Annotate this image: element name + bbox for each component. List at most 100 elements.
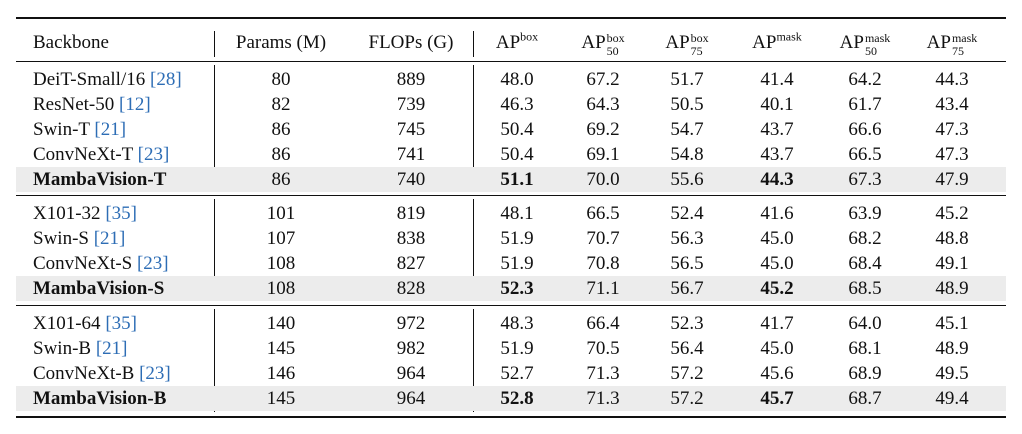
- params-cell: 145: [266, 388, 296, 409]
- ap-box-75-cell: 55.6: [670, 169, 704, 190]
- header-ap-box-75: AP box 75: [665, 30, 709, 58]
- flops-cell: 964: [396, 363, 426, 384]
- table-row: Swin-S [21] 107 838 51.9 70.7 56.3 45.0 68.2 48.…: [16, 226, 1006, 251]
- ap-box-50-cell: 69.1: [586, 144, 620, 165]
- citation-link[interactable]: [28]: [150, 69, 182, 90]
- params-cell: 86: [271, 119, 291, 140]
- citation-link[interactable]: [12]: [119, 94, 151, 115]
- flops-cell: 740: [396, 169, 426, 190]
- table-row: Swin-T [21] 86 745 50.4 69.2 54.7 43.7 66.6 47.3: [16, 117, 1006, 142]
- header-ap-box: APbox: [495, 29, 539, 53]
- citation-link[interactable]: [23]: [139, 363, 171, 384]
- ap-box-cell: 48.0: [500, 69, 534, 90]
- ap-mask-75-cell: 48.9: [935, 338, 969, 359]
- separator-after-backbone: [214, 65, 215, 192]
- ap-mask-cell: 45.6: [760, 363, 794, 384]
- ap-mask-75-cell: 47.3: [935, 119, 969, 140]
- citation-link[interactable]: [23]: [137, 144, 170, 165]
- ap-mask-cell: 45.0: [760, 228, 794, 249]
- backbone-cell: MambaVision-T: [33, 167, 166, 192]
- flops-cell: 982: [396, 338, 426, 359]
- table-row: MambaVision-S 108 828 52.3 71.1 56.7 45.2 68.5 4…: [16, 276, 1006, 301]
- table-row: DeiT-Small/16 [28] 80 889 48.0 67.2 51.7 41.4 6…: [16, 67, 1006, 92]
- ap-box-50-cell: 70.5: [586, 338, 620, 359]
- ap-box-75-cell: 54.7: [670, 119, 704, 140]
- citation-link[interactable]: [21]: [95, 338, 128, 359]
- flops-cell: 745: [396, 119, 426, 140]
- ap-box-cell: 51.9: [500, 338, 534, 359]
- ap-mask-75-cell: 45.1: [935, 313, 969, 334]
- ap-box-cell: 48.1: [500, 203, 534, 224]
- ap-mask-50-cell: 68.1: [848, 338, 882, 359]
- flops-cell: 972: [396, 313, 426, 334]
- backbone-cell: ConvNeXt-B [23]: [33, 361, 171, 386]
- ap-mask-50-cell: 68.2: [848, 228, 882, 249]
- ap-box-75-cell: 50.5: [670, 94, 704, 115]
- ap-mask-50-cell: 68.7: [848, 388, 882, 409]
- params-cell: 108: [266, 253, 296, 274]
- ap-box-75-cell: 54.8: [670, 144, 704, 165]
- ap-box-50-cell: 71.3: [586, 388, 620, 409]
- backbone-cell: DeiT-Small/16 [28]: [33, 67, 182, 92]
- ap-box-75-cell: 56.7: [670, 278, 704, 299]
- backbone-name: ConvNeXt-S: [33, 253, 137, 274]
- ap-mask-75-cell: 43.4: [935, 94, 969, 115]
- table-row: ConvNeXt-S [23] 108 827 51.9 70.8 56.5 45.0 68.…: [16, 251, 1006, 276]
- ap-mask-75-cell: 45.2: [935, 203, 969, 224]
- separator-after-flops: [473, 199, 474, 301]
- ap-mask-50-cell: 64.0: [848, 313, 882, 334]
- ap-mask-cell: 40.1: [760, 94, 794, 115]
- ap-mask-50-cell: 68.4: [848, 253, 882, 274]
- backbone-name: MambaVision-T: [33, 169, 167, 190]
- params-cell: 107: [266, 228, 296, 249]
- header-ap-mask-50: AP mask 50: [839, 30, 891, 58]
- backbone-cell: X101-32 [35]: [33, 201, 137, 226]
- backbone-cell: ResNet-50 [12]: [33, 92, 151, 117]
- ap-box-50-cell: 64.3: [586, 94, 620, 115]
- flops-cell: 838: [396, 228, 426, 249]
- citation-link[interactable]: [35]: [105, 313, 137, 334]
- group-rule-2: [16, 305, 1006, 306]
- backbone-name: X101-64: [33, 313, 106, 334]
- backbone-name: MambaVision-B: [33, 388, 167, 409]
- backbone-cell: Swin-B [21]: [33, 336, 127, 361]
- ap-mask-cell: 45.2: [760, 278, 794, 299]
- citation-link[interactable]: [21]: [94, 119, 127, 140]
- backbone-name: ConvNeXt-T: [33, 144, 138, 165]
- params-cell: 86: [271, 169, 291, 190]
- params-cell: 140: [266, 313, 296, 334]
- ap-mask-75-cell: 47.3: [935, 144, 969, 165]
- table-row: X101-32 [35] 101 819 48.1 66.5 52.4 41.6 63.9 45…: [16, 201, 1006, 226]
- backbone-cell: ConvNeXt-S [23]: [33, 251, 169, 276]
- params-cell: 108: [266, 278, 296, 299]
- ap-box-50-cell: 66.4: [586, 313, 620, 334]
- ap-mask-75-cell: 49.5: [935, 363, 969, 384]
- ap-mask-50-cell: 66.5: [848, 144, 882, 165]
- header-ap-mask-75: AP mask 75: [926, 30, 978, 58]
- ap-mask-75-cell: 48.9: [935, 278, 969, 299]
- ap-box-cell: 51.1: [500, 169, 534, 190]
- ap-mask-cell: 41.4: [760, 69, 794, 90]
- table-row: MambaVision-T 86 740 51.1 70.0 55.6 44.3 67.3 47…: [16, 167, 1006, 192]
- header-params: Params (M): [235, 32, 327, 53]
- params-cell: 146: [266, 363, 296, 384]
- ap-mask-75-cell: 44.3: [935, 69, 969, 90]
- ap-box-50-cell: 71.3: [586, 363, 620, 384]
- ap-mask-50-cell: 64.2: [848, 69, 882, 90]
- header-ap-box-50: AP box 50: [581, 30, 625, 58]
- ap-mask-cell: 45.7: [760, 388, 794, 409]
- header-backbone: Backbone: [33, 32, 109, 53]
- ap-box-50-cell: 69.2: [586, 119, 620, 140]
- ap-mask-cell: 43.7: [760, 119, 794, 140]
- citation-link[interactable]: [21]: [93, 228, 126, 249]
- citation-link[interactable]: [35]: [105, 203, 137, 224]
- flops-cell: 828: [396, 278, 426, 299]
- ap-box-75-cell: 56.5: [670, 253, 704, 274]
- ap-mask-50-cell: 63.9: [848, 203, 882, 224]
- separator-after-backbone: [214, 31, 215, 57]
- ap-mask-50-cell: 68.5: [848, 278, 882, 299]
- flops-cell: 889: [396, 69, 426, 90]
- ap-box-75-cell: 56.4: [670, 338, 704, 359]
- citation-link[interactable]: [23]: [136, 253, 169, 274]
- flops-cell: 741: [396, 144, 426, 165]
